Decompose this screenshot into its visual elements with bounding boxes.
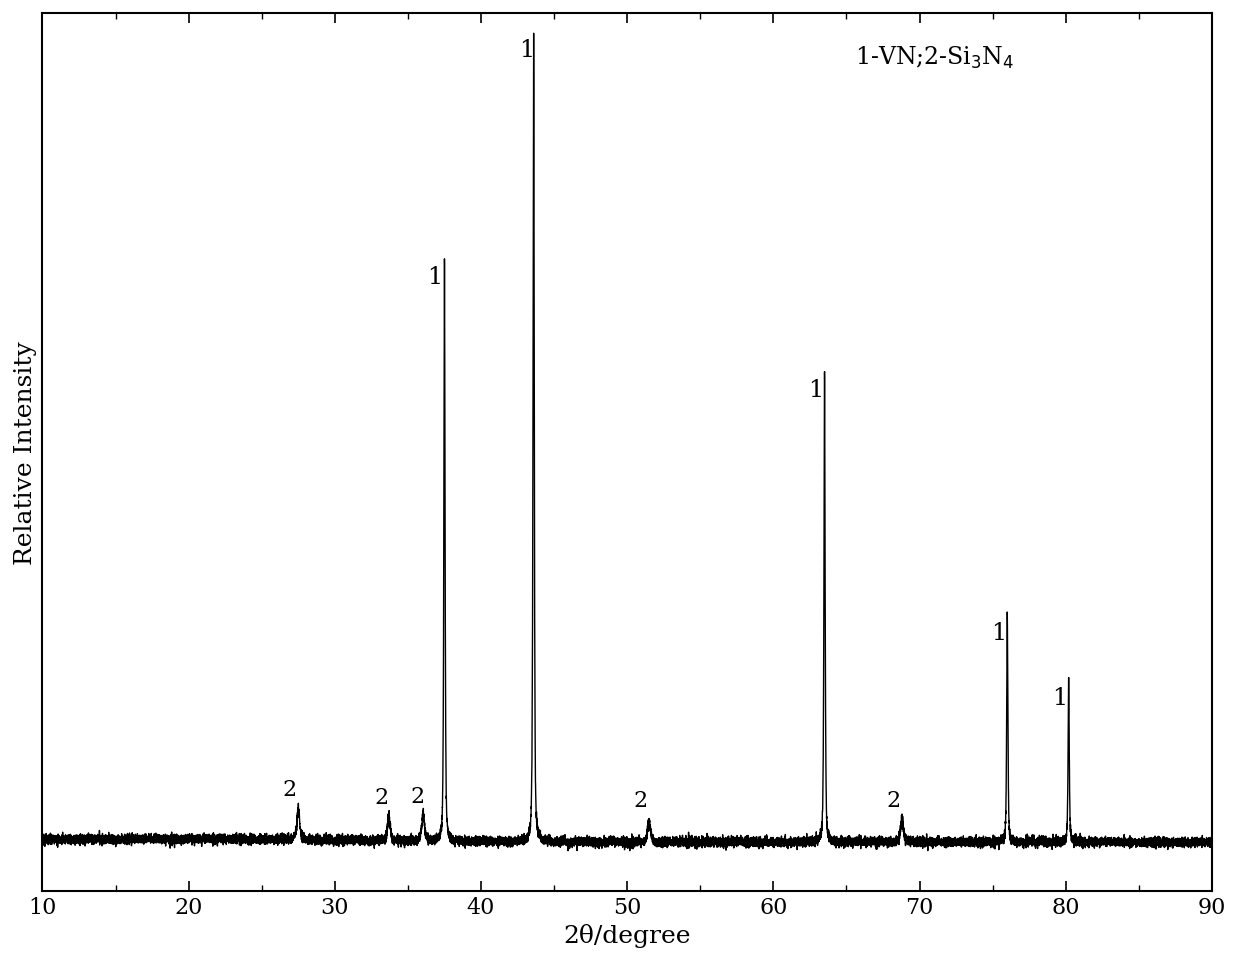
Text: 1: 1 bbox=[991, 622, 1006, 644]
X-axis label: 2θ/degree: 2θ/degree bbox=[563, 924, 691, 948]
Text: 2: 2 bbox=[283, 778, 296, 801]
Text: 1: 1 bbox=[1053, 686, 1068, 709]
Text: 2: 2 bbox=[410, 785, 424, 806]
Text: 2: 2 bbox=[634, 790, 647, 811]
Text: 1: 1 bbox=[427, 265, 441, 288]
Text: $\mathdefault{1}$-VN;$\mathdefault{2}$-Si$_3$N$_4$: $\mathdefault{1}$-VN;$\mathdefault{2}$-S… bbox=[856, 44, 1014, 71]
Text: 1: 1 bbox=[808, 379, 823, 402]
Text: 2: 2 bbox=[374, 786, 388, 808]
Text: 2: 2 bbox=[887, 790, 900, 811]
Text: 1: 1 bbox=[518, 39, 534, 62]
Y-axis label: Relative Intensity: Relative Intensity bbox=[14, 340, 37, 564]
